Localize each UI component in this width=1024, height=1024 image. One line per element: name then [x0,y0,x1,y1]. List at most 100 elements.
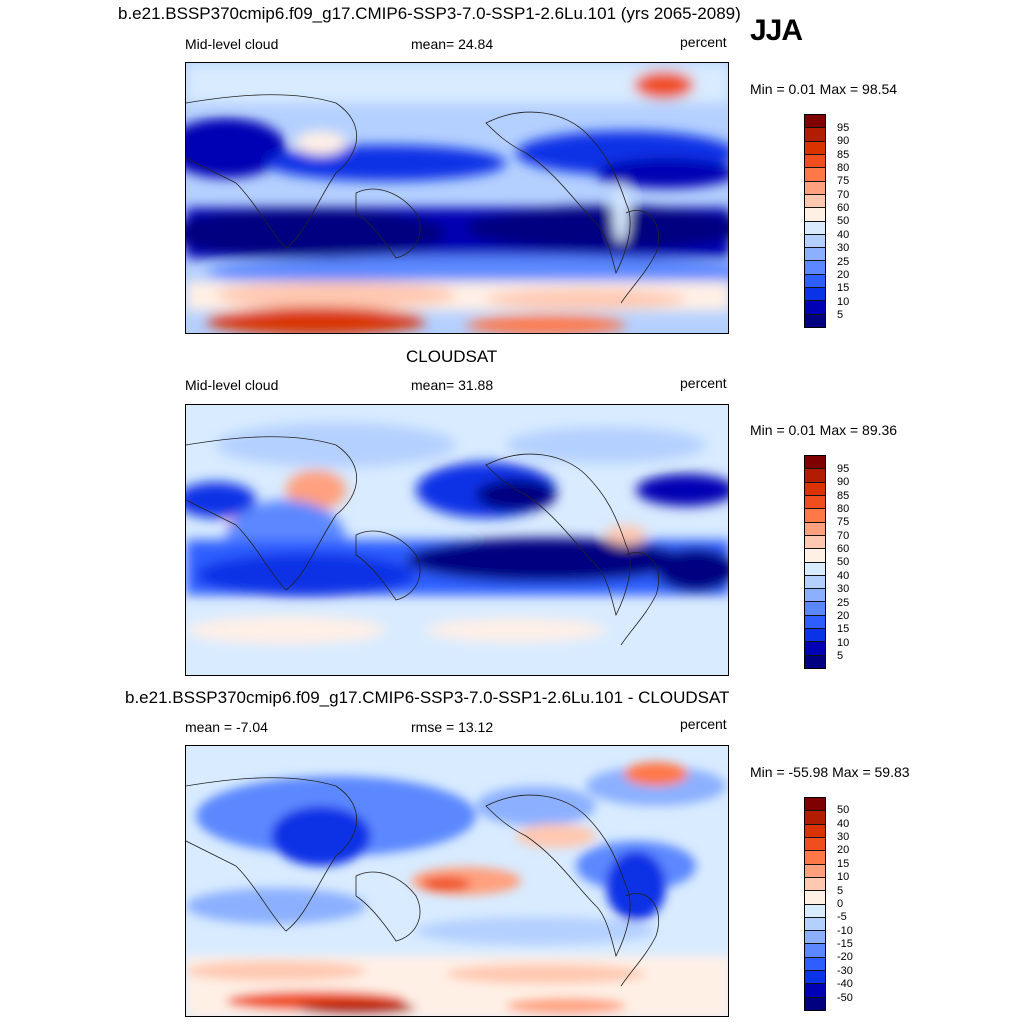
panel-3-units-label: percent [680,716,727,732]
panel-2-colorbar-tick: 50 [837,556,850,568]
panel-3-colorbar-swatch [805,877,825,892]
panel-1-colorbar-tick: 75 [837,175,850,187]
panel-1-colorbar-tick: 70 [837,189,850,201]
panel-1-mean-label: mean= 24.84 [411,36,494,52]
panel-3-minmax-label: Min = -55.98 Max = 59.83 [750,764,910,780]
panel-2-colorbar-swatch [805,456,825,470]
panel-2-colorbar-tick: 30 [837,583,850,595]
panel-2-colorbar-tick: 10 [837,637,850,649]
panel-1-colorbar-tick: 30 [837,242,850,254]
panel-2-colorbar-tick: 40 [837,570,850,582]
panel-1-colorbar-swatch [805,221,825,235]
panel-2-colorbar-swatch [805,495,825,510]
panel-1-colorbar-tick: 20 [837,269,850,281]
panel-2-colorbar-tick: 85 [837,490,850,502]
panel-1-colorbar-tick: 15 [837,282,850,294]
panel-3-colorbar-swatch [805,837,825,852]
panel-3-colorbar-swatch [805,798,825,812]
panel-3-title: b.e21.BSSP370cmip6.f09_g17.CMIP6-SSP3-7.… [125,688,730,707]
panel-1-colorbar-tick: 40 [837,229,850,241]
panel-2-colorbar-tick: 80 [837,503,850,515]
panel-1-minmax-label: Min = 0.01 Max = 98.54 [750,81,898,97]
panel-2-minmax-label: Min = 0.01 Max = 89.36 [750,422,898,438]
season-label: JJA [750,14,803,47]
panel-1-map-field [186,63,728,333]
panel-1-colorbar-swatch [805,234,825,249]
panel-2-colorbar-swatch [805,482,825,496]
panel-1-units-label: percent [680,34,727,50]
panel-3-colorbar-swatch [805,917,825,932]
panel-3-colorbar-tick: -20 [837,951,853,963]
panel-2-map-field [186,405,728,675]
panel-1-colorbar-swatch [805,288,825,302]
panel-1-colorbar-tick: 25 [837,256,850,268]
panel-1-colorbar-swatch [805,261,825,275]
panel-1-map [185,62,729,334]
panel-3-colorbar-swatch [805,904,825,918]
panel-2-colorbar-tick: 15 [837,623,850,635]
panel-1-colorbar-tick: 10 [837,296,850,308]
panel-2-colorbar-tick: 20 [837,610,850,622]
panel-2-colorbar-swatch [805,655,825,668]
panel-1-colorbar-swatch [805,115,825,129]
panel-3-map [185,745,729,1017]
panel-1-colorbar-swatch [805,141,825,155]
panel-3-colorbar-tick: -40 [837,978,853,990]
panel-3-colorbar-swatch [805,824,825,838]
panel-2-colorbar-swatch [805,549,825,563]
panel-2-units-label: percent [680,375,727,391]
panel-2-colorbar-swatch [805,629,825,643]
panel-2-colorbar-swatch [805,509,825,523]
panel-3-colorbar-swatch [805,931,825,945]
panel-3-colorbar-tick: 0 [837,898,844,910]
panel-1-colorbar-swatch [805,194,825,209]
panel-1-title: b.e21.BSSP370cmip6.f09_g17.CMIP6-SSP3-7.… [118,4,741,23]
panel-3-colorbar-swatch [805,957,825,972]
panel-1-colorbar-swatch [805,154,825,169]
panel-1-colorbar-swatch [805,301,825,315]
panel-1-colorbar-swatch [805,314,825,327]
panel-2-variable-label: Mid-level cloud [185,377,279,393]
panel-1-colorbar-tick: 90 [837,135,850,147]
panel-1-colorbar-swatch [805,248,825,262]
panel-2-colorbar-swatch [805,642,825,656]
panel-2-colorbar-tick: 75 [837,516,850,528]
panel-3-colorbar-swatch [805,811,825,825]
panel-3-colorbar-tick: 40 [837,818,850,830]
panel-3-colorbar-tick: 30 [837,831,850,843]
panel-1-variable-label: Mid-level cloud [185,36,279,52]
panel-1-colorbar-tick: 5 [837,309,844,321]
panel-2-colorbar-tick: 25 [837,597,850,609]
panel-3-colorbar-swatch [805,984,825,998]
panel-1-colorbar-swatch [805,274,825,289]
panel-3-colorbar-swatch [805,944,825,958]
panel-2-colorbar-swatch [805,602,825,616]
panel-3-colorbar-swatch [805,891,825,905]
panel-3-colorbar-tick: 15 [837,858,850,870]
panel-1-colorbar-swatch [805,181,825,195]
panel-2-title: CLOUDSAT [406,347,498,366]
panel-2-colorbar-swatch [805,522,825,536]
panel-3-colorbar-swatch [805,864,825,878]
panel-2-colorbar-swatch [805,615,825,630]
panel-2-colorbar-swatch [805,469,825,483]
panel-3-colorbar-swatch [805,971,825,985]
panel-1-colorbar-tick: 85 [837,149,850,161]
panel-3-colorbar-swatch [805,997,825,1010]
panel-2-colorbar-swatch [805,589,825,603]
panel-3-colorbar-tick: 5 [837,885,844,897]
panel-3-colorbar-tick: -10 [837,925,853,937]
panel-2-colorbar-swatch [805,562,825,576]
panel-2-colorbar [804,455,826,669]
panel-1-colorbar [804,114,826,328]
panel-1-colorbar-tick: 50 [837,215,850,227]
panel-3-colorbar-tick: -15 [837,938,853,950]
panel-3-rmse-label: rmse = 13.12 [411,719,494,735]
panel-3-colorbar-tick: -50 [837,992,853,1004]
panel-3-colorbar-tick: 50 [837,804,850,816]
panel-1-colorbar-swatch [805,208,825,222]
panel-1-colorbar-tick: 60 [837,202,850,214]
panel-3-mean-label: mean = -7.04 [185,719,268,735]
panel-3-colorbar-tick: 20 [837,844,850,856]
panel-2-colorbar-tick: 60 [837,543,850,555]
